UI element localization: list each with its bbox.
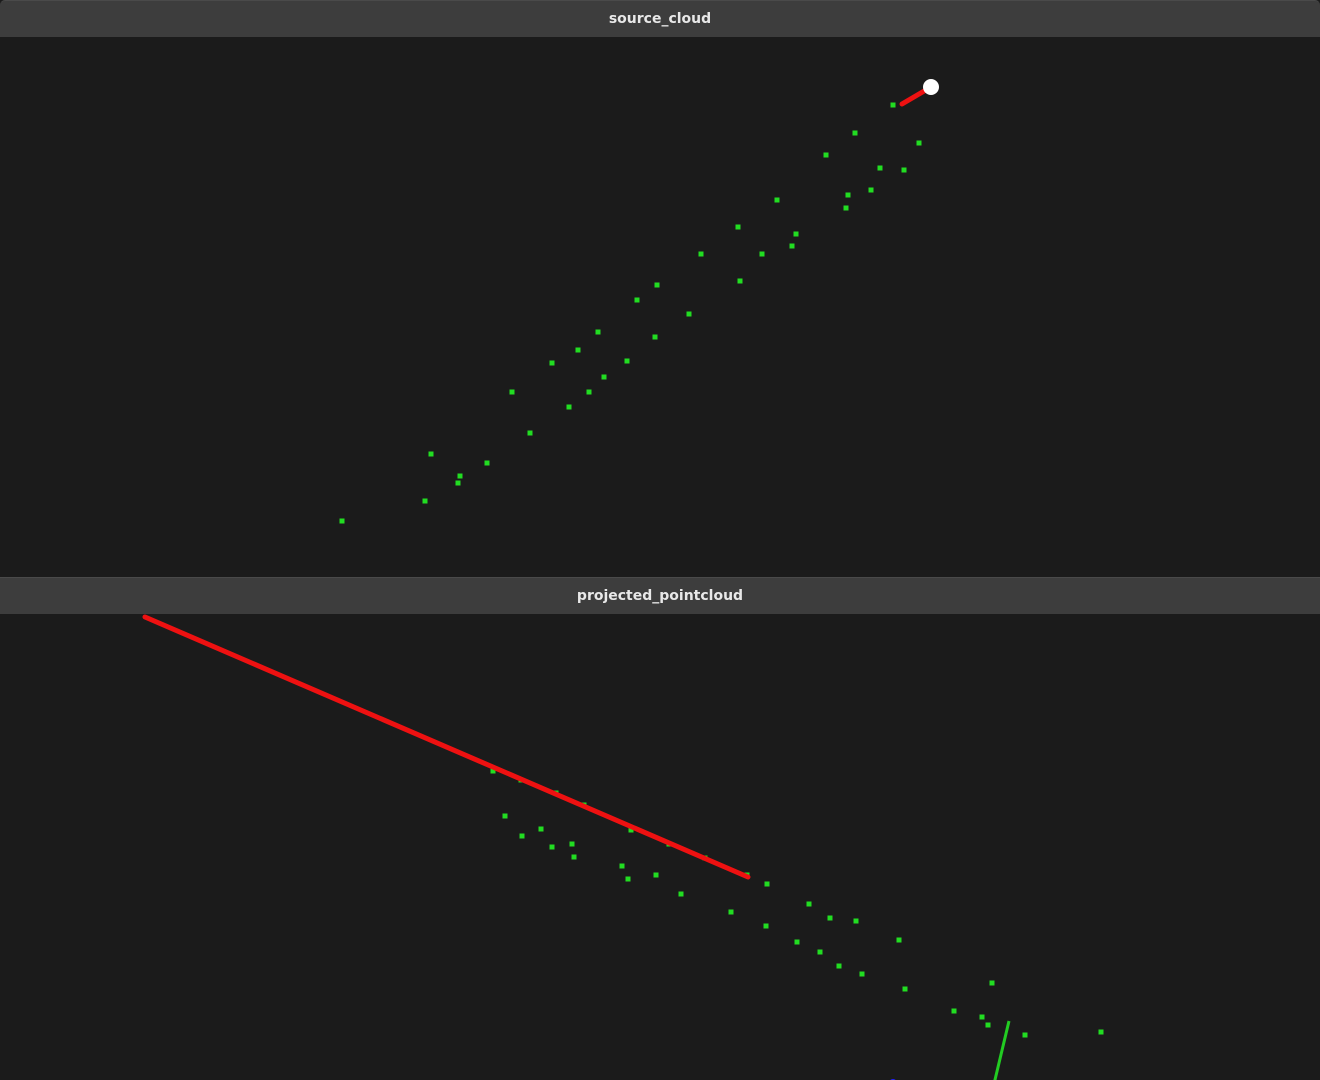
cloud-point xyxy=(859,971,865,977)
cloud-point xyxy=(586,389,592,395)
cloud-point xyxy=(457,473,463,479)
cloud-point xyxy=(763,923,769,929)
window-title: projected_pointcloud xyxy=(576,588,744,604)
cloud-point xyxy=(827,915,833,921)
cloud-point xyxy=(759,251,765,257)
cloud-point xyxy=(823,152,829,158)
projected-pointcloud-window: projected_pointcloud xyxy=(0,577,1320,1080)
point-cloud-viewport[interactable] xyxy=(0,614,1320,1080)
cloud-point xyxy=(989,980,995,986)
cloud-point xyxy=(652,334,658,340)
cloud-point xyxy=(890,102,896,108)
cloud-point xyxy=(774,197,780,203)
window-titlebar[interactable]: projected_pointcloud xyxy=(0,577,1320,614)
origin-marker[interactable] xyxy=(923,79,939,95)
cloud-point xyxy=(764,881,770,887)
cloud-point xyxy=(549,360,555,366)
cloud-point xyxy=(527,430,533,436)
cloud-point xyxy=(901,167,907,173)
cloud-point xyxy=(728,909,734,915)
cloud-point xyxy=(490,768,496,774)
window-titlebar[interactable]: source_cloud xyxy=(0,0,1320,37)
cloud-point xyxy=(625,876,631,882)
cloud-point xyxy=(817,949,823,955)
cloud-point xyxy=(794,939,800,945)
cloud-point xyxy=(852,130,858,136)
cloud-point xyxy=(571,854,577,860)
cloud-point xyxy=(737,278,743,284)
cloud-point xyxy=(686,311,692,317)
cloud-point xyxy=(1022,1032,1028,1038)
cloud-point xyxy=(1098,1029,1104,1035)
cloud-point xyxy=(339,518,345,524)
cloud-point xyxy=(634,297,640,303)
cloud-point xyxy=(868,187,874,193)
cloud-point xyxy=(619,863,625,869)
cloud-point xyxy=(502,813,508,819)
point-cloud-viewport[interactable] xyxy=(0,37,1320,577)
cloud-point xyxy=(628,827,634,833)
cloud-point xyxy=(484,460,490,466)
cloud-point xyxy=(806,901,812,907)
cloud-point xyxy=(896,937,902,943)
cloud-point xyxy=(566,404,572,410)
cloud-point xyxy=(843,205,849,211)
cloud-point xyxy=(951,1008,957,1014)
cloud-point xyxy=(836,963,842,969)
cloud-point xyxy=(569,841,575,847)
cloud-point xyxy=(793,231,799,237)
cloud-point xyxy=(519,833,525,839)
window-title: source_cloud xyxy=(608,11,712,27)
cloud-point xyxy=(422,498,428,504)
cloud-point xyxy=(455,480,461,486)
cloud-point xyxy=(985,1022,991,1028)
y-axis-line xyxy=(993,1020,1011,1080)
cloud-point xyxy=(653,872,659,878)
cloud-point xyxy=(601,374,607,380)
cloud-point xyxy=(538,826,544,832)
cloud-point xyxy=(853,918,859,924)
cloud-point xyxy=(789,243,795,249)
cloud-point xyxy=(624,358,630,364)
source-cloud-window: source_cloud xyxy=(0,0,1320,577)
cloud-point xyxy=(979,1014,985,1020)
point-cloud-canvas[interactable] xyxy=(0,37,1320,577)
cloud-point xyxy=(549,844,555,850)
cloud-point xyxy=(654,282,660,288)
cloud-point xyxy=(916,140,922,146)
cloud-point xyxy=(595,329,601,335)
x-axis-line xyxy=(142,614,751,880)
cloud-point xyxy=(877,165,883,171)
cloud-point xyxy=(698,251,704,257)
cloud-point xyxy=(428,451,434,457)
cloud-point xyxy=(735,224,741,230)
cloud-point xyxy=(902,986,908,992)
cloud-point xyxy=(678,891,684,897)
cloud-point xyxy=(845,192,851,198)
point-cloud-canvas[interactable] xyxy=(0,614,1320,1080)
cloud-point xyxy=(509,389,515,395)
cloud-point xyxy=(575,347,581,353)
